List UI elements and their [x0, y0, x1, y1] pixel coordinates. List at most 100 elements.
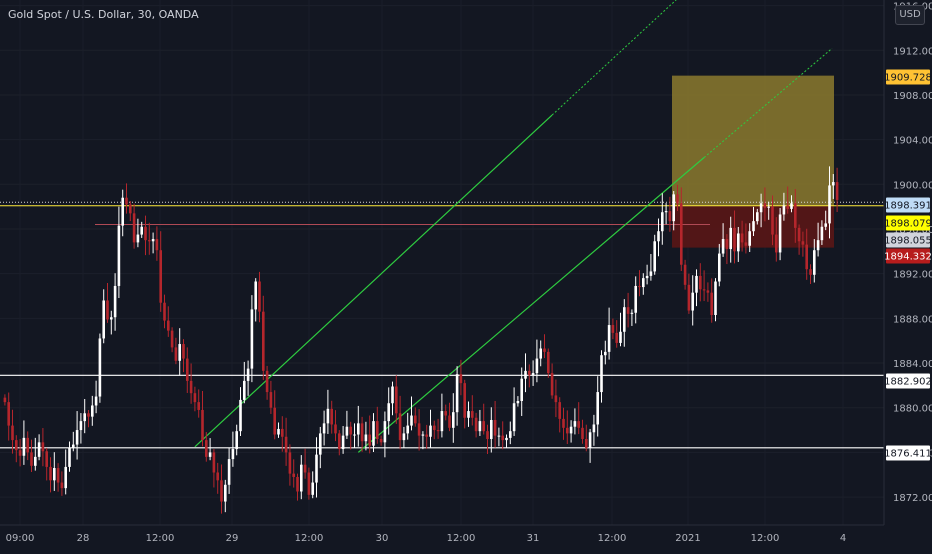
candle-body [121, 197, 124, 226]
candle-body [581, 427, 584, 439]
candle-body [653, 241, 656, 272]
candle-body [816, 240, 820, 251]
candle-body [315, 454, 318, 483]
candle-body [155, 239, 159, 251]
candle-body [300, 464, 303, 492]
price-label-badge [886, 197, 930, 213]
price-tick-label: 1908.000 [893, 91, 932, 102]
candle-body [231, 449, 235, 460]
candle-body [775, 234, 778, 253]
candle-body [391, 386, 394, 404]
candle-body [756, 212, 759, 222]
price-label-text: 1909.728 [884, 73, 932, 84]
candle-body [737, 233, 740, 252]
candle-body [45, 451, 48, 467]
candle-body [372, 421, 375, 446]
price-tick-label: 1872.000 [893, 493, 932, 504]
price-axis[interactable]: 1916.0001912.0001908.0001904.0001900.000… [883, 0, 932, 550]
candle-body [189, 380, 193, 394]
candle-body [41, 442, 45, 452]
candle-body [440, 411, 444, 432]
candle-body [828, 185, 831, 224]
candle-body [554, 395, 558, 403]
candle-body [805, 244, 808, 270]
candle-body [83, 413, 86, 422]
time-axis[interactable]: 09:00 28 12:00 29 12:00 30 12:00 31 12:00 2021 12:… [0, 524, 884, 544]
channel-upper-line [194, 114, 553, 448]
candle-body [718, 253, 721, 282]
candle-body [626, 307, 630, 314]
candle-body [87, 413, 90, 417]
candle-body [569, 426, 573, 434]
candle-body [338, 433, 341, 450]
target-zone [672, 75, 834, 207]
candle-body [368, 434, 371, 446]
candle-body [402, 433, 406, 441]
candle-body [205, 440, 208, 457]
price-tick-label: 1880.000 [893, 404, 932, 415]
candle-body [148, 240, 151, 242]
price-label-text: 1898.391 [884, 201, 932, 212]
time-tick-label: 28 [77, 533, 90, 544]
candle-body [364, 434, 368, 442]
candle-body [132, 213, 136, 243]
candle-body [357, 423, 360, 435]
candle-body [748, 231, 751, 246]
candle-body [512, 403, 516, 432]
candle-body [801, 241, 805, 245]
time-tick-label: 12:00 [447, 533, 476, 544]
candle-body [562, 418, 565, 428]
candle-body [224, 484, 227, 502]
candle-body [558, 402, 561, 419]
candle-body [425, 434, 428, 437]
time-tick-label: 12:00 [598, 533, 627, 544]
candle-body [37, 442, 41, 457]
candle-body [174, 347, 178, 361]
horizontal-levels [0, 201, 884, 449]
candle-body [497, 435, 501, 437]
candle-body [702, 289, 706, 291]
candle-body [106, 300, 109, 320]
candle-body [767, 206, 770, 208]
price-label-badge [886, 248, 930, 264]
candle-body [79, 421, 83, 431]
candle-body [303, 464, 307, 473]
candle-body [740, 233, 744, 243]
candle-body [395, 386, 398, 414]
candle-body [699, 275, 702, 290]
candle-body [136, 234, 140, 243]
candle-body [60, 482, 64, 489]
candle-body [246, 368, 250, 381]
currency-button[interactable]: USD [895, 5, 925, 25]
candle-body [691, 292, 694, 311]
symbol-title: Gold Spot / U.S. Dollar, 30, OANDA [8, 8, 199, 21]
candle-body [813, 250, 816, 275]
candle-body [53, 468, 56, 481]
candle-body [262, 311, 265, 371]
candle-body [467, 411, 470, 418]
candle-body [657, 231, 660, 242]
candle-body [144, 226, 147, 241]
candle-body [345, 426, 349, 436]
candle-body [531, 373, 535, 376]
price-tick-label: 1912.000 [893, 46, 932, 57]
candle-body [75, 430, 79, 445]
candle-body [117, 225, 121, 286]
candle-body [258, 281, 261, 312]
candle-body [820, 226, 824, 241]
candle-body [744, 242, 748, 246]
candle-body [778, 214, 782, 253]
candle-body [341, 435, 345, 450]
candle-body [474, 417, 478, 432]
candle-body [406, 425, 409, 434]
candle-body [322, 423, 326, 434]
candle-body [550, 373, 554, 396]
candle-body [193, 393, 197, 403]
candle-body [759, 203, 763, 213]
candle-body [265, 370, 269, 393]
candle-body [349, 426, 352, 435]
candle-body [763, 203, 767, 208]
time-tick-label: 12:00 [295, 533, 324, 544]
